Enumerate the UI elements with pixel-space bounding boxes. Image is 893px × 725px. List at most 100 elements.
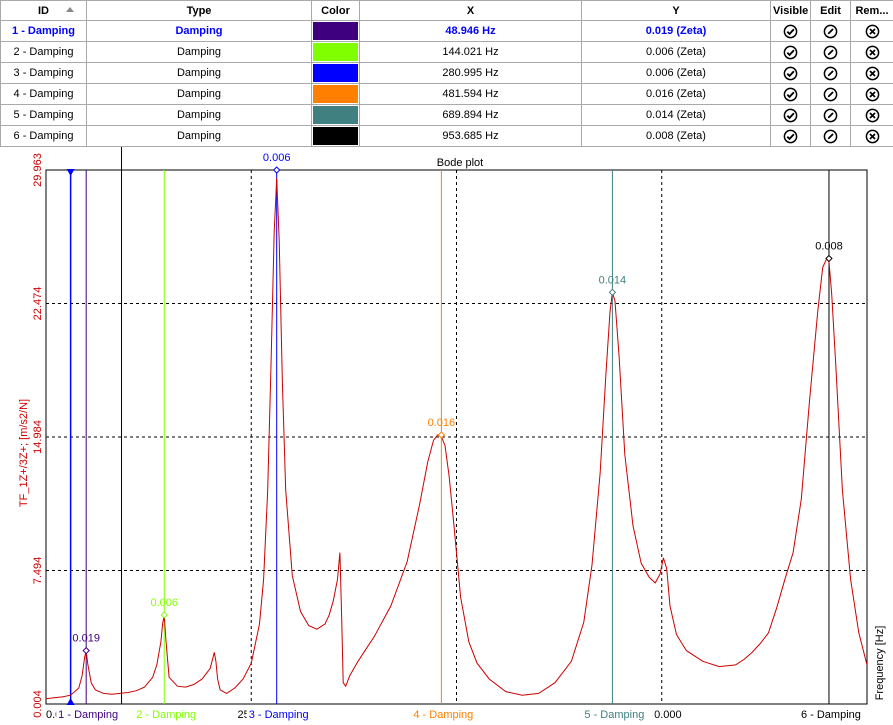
visible-check-icon[interactable] (783, 108, 798, 123)
cell-y[interactable]: 0.006 (Zeta) (581, 62, 771, 84)
cell-remove[interactable] (850, 62, 893, 84)
cell-type[interactable]: Damping (86, 104, 312, 126)
cell-id[interactable]: 3 - Damping (0, 62, 87, 84)
remove-x-icon[interactable] (865, 66, 880, 81)
edit-pencil-icon[interactable] (823, 87, 838, 102)
cell-color[interactable] (311, 41, 360, 63)
cell-remove[interactable] (850, 41, 893, 63)
cell-remove[interactable] (850, 83, 893, 105)
cell-visible[interactable] (770, 41, 811, 63)
cell-y[interactable]: 0.008 (Zeta) (581, 125, 771, 147)
cell-visible[interactable] (770, 83, 811, 105)
remove-x-icon[interactable] (865, 24, 880, 39)
marker-axis-label[interactable]: 1 - Damping (58, 709, 118, 721)
bode-plot[interactable]: Bode plot 0.004 7.494 14.984 22.474 29.963 T… (0, 143, 893, 725)
remove-x-icon[interactable] (865, 129, 880, 144)
marker-axis-label[interactable]: 6 - Damping (801, 709, 861, 721)
table-row[interactable]: 6 - Damping Damping 953.685 Hz 0.008 (Zeta) (0, 125, 893, 147)
cell-y[interactable]: 0.014 (Zeta) (581, 104, 771, 126)
cell-edit[interactable] (810, 20, 851, 42)
remove-x-icon[interactable] (865, 108, 880, 123)
cell-type[interactable]: Damping (86, 41, 312, 63)
cell-color[interactable] (311, 104, 360, 126)
cell-color[interactable] (311, 62, 360, 84)
column-header-edit[interactable]: Edit (810, 0, 851, 21)
edit-pencil-icon[interactable] (823, 129, 838, 144)
visible-check-icon[interactable] (783, 45, 798, 60)
cell-edit[interactable] (810, 83, 851, 105)
cell-type[interactable]: Damping (86, 62, 312, 84)
cell-visible[interactable] (770, 104, 811, 126)
cell-visible[interactable] (770, 62, 811, 84)
marker-point[interactable] (825, 254, 833, 263)
cell-y[interactable]: 0.016 (Zeta) (581, 83, 771, 105)
marker-axis-label[interactable]: 2 - Damping (136, 709, 196, 721)
edit-pencil-icon[interactable] (823, 66, 838, 81)
cell-color[interactable] (311, 83, 360, 105)
cell-type[interactable]: Damping (86, 125, 312, 147)
color-swatch[interactable] (313, 106, 358, 124)
cell-x[interactable]: 953.685 Hz (359, 125, 582, 147)
remove-x-icon[interactable] (865, 87, 880, 102)
marker-point[interactable] (160, 611, 168, 619)
cell-id[interactable]: 5 - Damping (0, 104, 87, 126)
cell-id[interactable]: 1 - Damping (0, 20, 87, 42)
cell-visible[interactable] (770, 20, 811, 42)
cell-x[interactable]: 689.894 Hz (359, 104, 582, 126)
cell-id[interactable]: 4 - Damping (0, 83, 87, 105)
table-row[interactable]: 2 - Damping Damping 144.021 Hz 0.006 (Zeta) (0, 41, 893, 63)
cell-remove[interactable] (850, 20, 893, 42)
column-header-x[interactable]: X (359, 0, 582, 21)
edit-pencil-icon[interactable] (823, 24, 838, 39)
remove-x-icon[interactable] (865, 45, 880, 60)
cell-edit[interactable] (810, 62, 851, 84)
cell-edit[interactable] (810, 104, 851, 126)
edit-pencil-icon[interactable] (823, 45, 838, 60)
color-swatch[interactable] (313, 43, 358, 61)
column-header-remove[interactable]: Rem... (850, 0, 893, 21)
cell-color[interactable] (311, 20, 360, 42)
cell-x[interactable]: 48.946 Hz (359, 20, 582, 42)
marker-point[interactable] (272, 166, 281, 174)
color-swatch[interactable] (313, 22, 358, 40)
cell-remove[interactable] (850, 125, 893, 147)
cell-color[interactable] (311, 125, 360, 147)
color-swatch[interactable] (313, 64, 358, 82)
table-row[interactable]: 1 - Damping Damping 48.946 Hz 0.019 (Zeta) (0, 20, 893, 42)
cell-x[interactable]: 481.594 Hz (359, 83, 582, 105)
cell-edit[interactable] (810, 41, 851, 63)
cell-id[interactable]: 2 - Damping (0, 41, 87, 63)
color-swatch[interactable] (313, 127, 358, 145)
table-row[interactable]: 3 - Damping Damping 280.995 Hz 0.006 (Zeta) (0, 62, 893, 84)
column-header-id[interactable]: ID (0, 0, 87, 21)
cell-y[interactable]: 0.006 (Zeta) (581, 41, 771, 63)
visible-check-icon[interactable] (783, 129, 798, 144)
marker-axis-label[interactable]: 3 - Damping (249, 709, 309, 721)
marker-point[interactable] (82, 646, 90, 655)
cell-type[interactable]: Damping (86, 20, 312, 42)
marker-point[interactable] (437, 431, 446, 439)
table-row[interactable]: 4 - Damping Damping 481.594 Hz 0.016 (Zeta) (0, 83, 893, 105)
marker-point[interactable] (608, 288, 617, 297)
cell-x[interactable]: 280.995 Hz (359, 62, 582, 84)
color-swatch[interactable] (313, 85, 358, 103)
cell-y[interactable]: 0.019 (Zeta) (581, 20, 771, 42)
cell-type[interactable]: Damping (86, 83, 312, 105)
visible-check-icon[interactable] (783, 66, 798, 81)
visible-check-icon[interactable] (783, 24, 798, 39)
marker-axis-label[interactable]: 5 - Damping (584, 709, 644, 721)
column-header-y[interactable]: Y (581, 0, 771, 21)
column-header-visible[interactable]: Visible (770, 0, 811, 21)
edit-pencil-icon[interactable] (823, 108, 838, 123)
pin-bottom-triangle-icon[interactable] (66, 698, 75, 705)
cell-edit[interactable] (810, 125, 851, 147)
table-row[interactable]: 5 - Damping Damping 689.894 Hz 0.014 (Zeta) (0, 104, 893, 126)
pin-top-triangle-icon[interactable] (66, 169, 75, 176)
cell-visible[interactable] (770, 125, 811, 147)
cell-remove[interactable] (850, 104, 893, 126)
column-header-color[interactable]: Color (311, 0, 360, 21)
visible-check-icon[interactable] (783, 87, 798, 102)
column-header-type[interactable]: Type (86, 0, 312, 21)
marker-axis-label[interactable]: 4 - Damping (413, 709, 473, 721)
cell-x[interactable]: 144.021 Hz (359, 41, 582, 63)
